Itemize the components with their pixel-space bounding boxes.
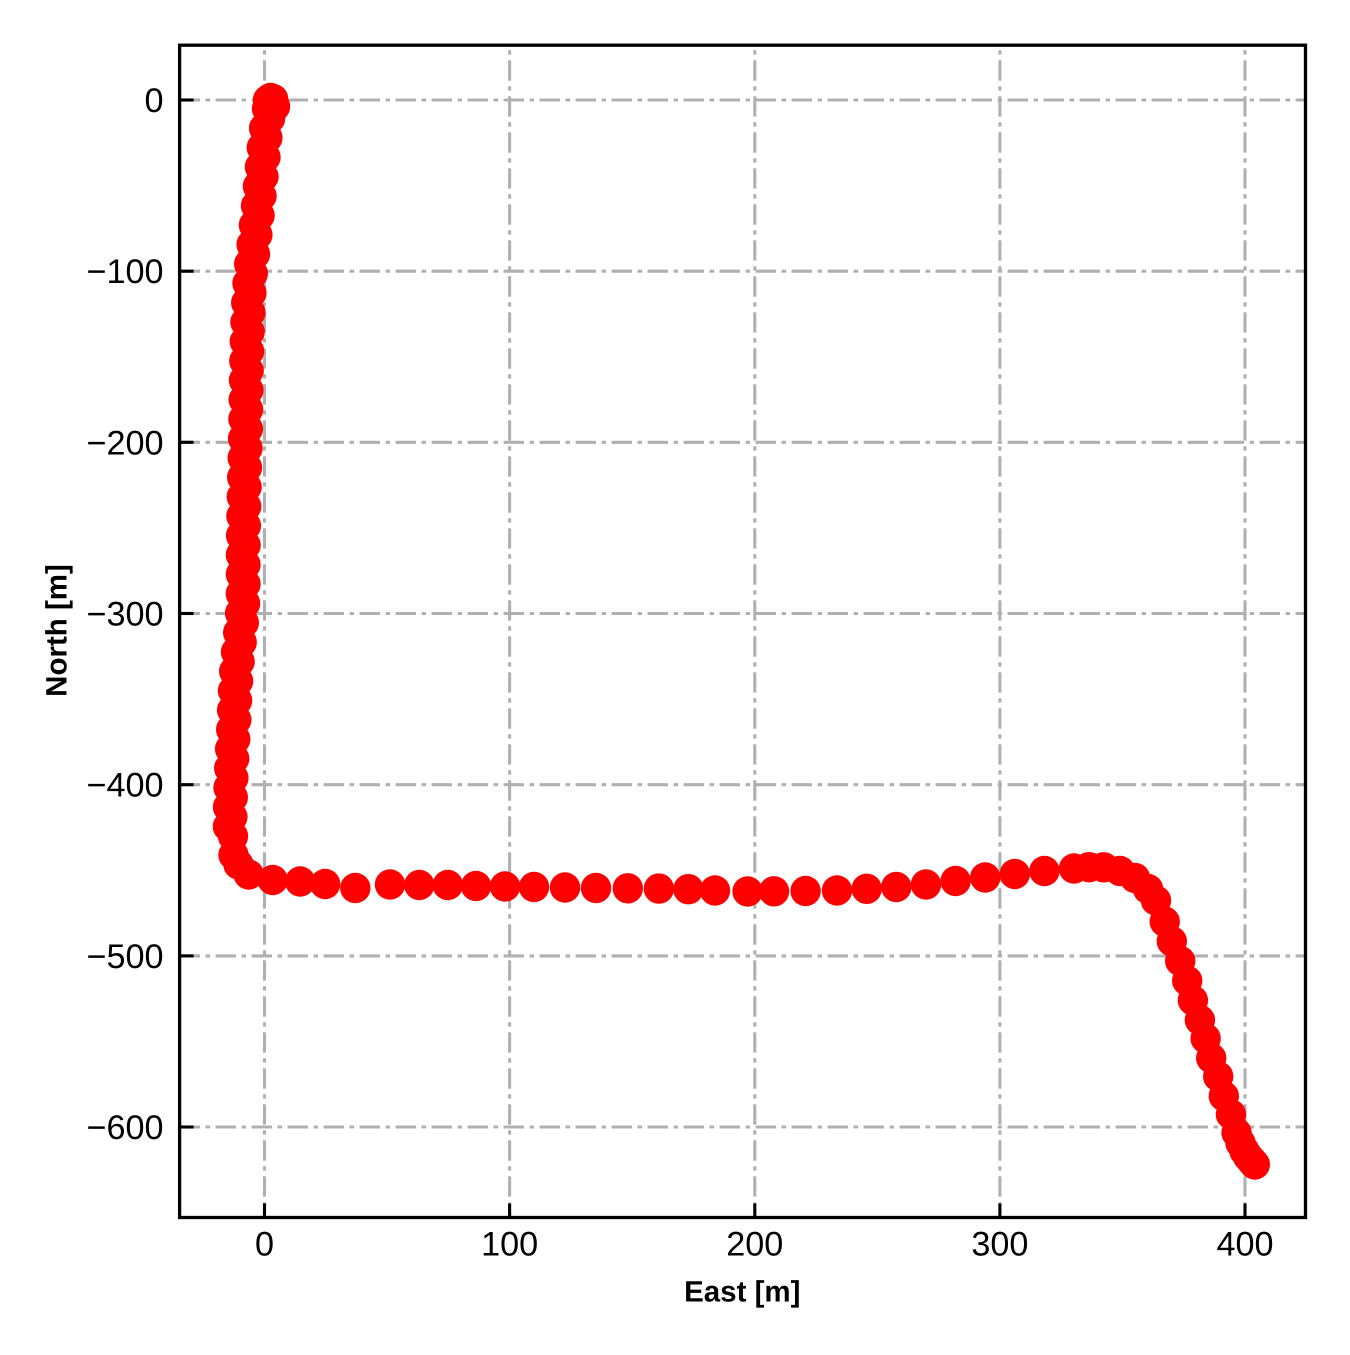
svg-text:−500: −500 [86, 938, 163, 976]
svg-text:−600: −600 [86, 1109, 163, 1147]
svg-text:East [m]: East [m] [684, 1275, 800, 1308]
svg-text:−400: −400 [86, 767, 163, 805]
svg-text:300: 300 [971, 1226, 1028, 1264]
svg-text:0: 0 [144, 82, 163, 120]
svg-text:100: 100 [481, 1226, 538, 1264]
svg-text:North [m]: North [m] [41, 564, 74, 697]
svg-text:−100: −100 [86, 253, 163, 291]
svg-text:−300: −300 [86, 596, 163, 634]
svg-text:−200: −200 [86, 424, 163, 462]
svg-text:400: 400 [1216, 1226, 1273, 1264]
svg-text:200: 200 [726, 1226, 783, 1264]
svg-text:0: 0 [255, 1226, 274, 1264]
